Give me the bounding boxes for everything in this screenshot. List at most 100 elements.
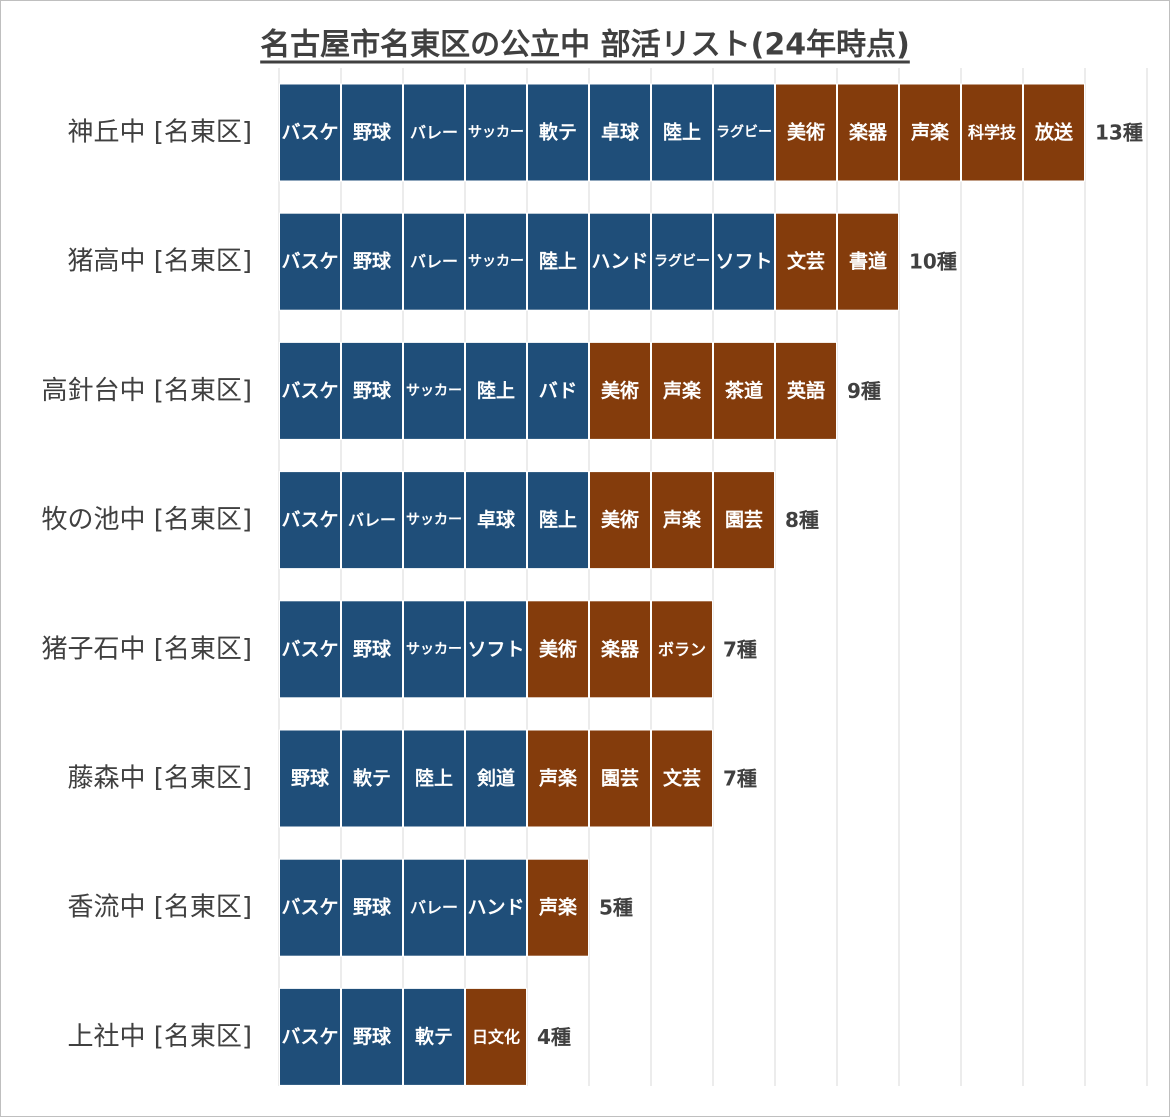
school-label: 神丘中 [名東区] [67,118,252,148]
club-label: 美術 [787,121,825,144]
club-cell [527,729,589,828]
club-cell [465,341,527,440]
club-cell [279,471,341,570]
club-cell [403,600,465,699]
club-cell [589,83,651,182]
club-label: バレー [348,511,396,530]
total-label: 7種 [723,767,757,791]
total-label: 10種 [909,250,957,274]
club-label: ラグビー [716,124,772,141]
club-label: サッカー [406,383,462,399]
club-label: ハンド [467,897,524,919]
club-cell [589,600,651,699]
club-cell [651,341,713,440]
club-cell [403,729,465,828]
club-cell [775,83,837,182]
club-label: 文芸 [787,250,825,273]
club-cell [341,83,403,182]
club-cell [403,471,465,570]
club-cell [837,212,899,311]
club-label: バレー [410,898,458,917]
club-label: ラグビー [654,253,710,270]
club-label: ソフト [715,251,772,273]
total-label: 13種 [1095,121,1143,145]
club-cell [403,858,465,957]
club-label: 美術 [539,637,577,660]
school-label: 香流中 [名東区] [67,893,252,923]
club-cell [589,729,651,828]
school-label: 藤森中 [名東区] [67,764,252,794]
club-label: 卓球 [477,508,516,531]
club-cell [713,212,775,311]
club-cell [341,987,403,1086]
club-cell [651,600,713,699]
club-label: ソフト [467,638,524,660]
club-cell [465,987,527,1086]
club-label: 声楽 [662,379,702,402]
club-label: バレー [410,252,458,271]
club-label: バスケ [281,122,338,144]
club-label: バレー [410,123,458,142]
club-label: 美術 [601,508,639,531]
club-cell [279,987,341,1086]
club-cell [341,858,403,957]
club-cell [527,212,589,311]
club-cell [527,83,589,182]
club-cell [651,471,713,570]
club-cell [465,83,527,182]
club-label: 陸上 [663,121,701,144]
club-cell [651,729,713,828]
club-label: 英語 [787,379,825,402]
club-cell [341,341,403,440]
club-cell [341,600,403,699]
club-label: バド [539,380,578,402]
club-label: 日文化 [472,1027,520,1046]
club-label: 園芸 [725,508,763,531]
club-label: 陸上 [415,767,453,790]
club-label: 軟テ [415,1025,453,1048]
club-label: ハンド [591,251,648,273]
club-cell [465,600,527,699]
club-cell [279,600,341,699]
club-label: サッカー [468,125,524,141]
club-cell [279,83,341,182]
club-label: 軟テ [539,121,577,144]
club-cell [279,341,341,440]
club-label: バスケ [281,638,338,660]
club-label: バスケ [281,509,338,531]
school-label: 猪高中 [名東区] [67,247,252,277]
total-label: 9種 [847,379,881,403]
club-label: 野球 [353,121,392,144]
club-cell [527,600,589,699]
club-label: 野球 [353,250,392,273]
school-label: 上社中 [名東区] [67,1022,252,1052]
club-label: 楽器 [601,637,640,660]
club-label: 陸上 [477,379,515,402]
club-label: 声楽 [538,767,578,790]
club-cell [403,987,465,1086]
club-label: 野球 [353,637,392,660]
club-label: サッカー [468,254,524,270]
club-label: 野球 [353,1025,392,1048]
club-cell [837,83,899,182]
club-label: 楽器 [849,121,888,144]
club-cell [775,341,837,440]
club-cell [465,471,527,570]
club-cell [775,212,837,311]
club-label: 声楽 [662,508,702,531]
club-label: 科学技 [968,123,1017,142]
club-cell [1023,83,1085,182]
club-label: 野球 [291,767,330,790]
club-cell [589,212,651,311]
club-cell [403,212,465,311]
club-cell [341,212,403,311]
club-label: 園芸 [601,767,639,790]
total-label: 4種 [537,1025,571,1049]
club-label: サッカー [406,641,462,657]
club-label: 書道 [849,250,887,273]
club-cell [403,83,465,182]
total-label: 7種 [723,637,757,661]
club-label: 声楽 [910,121,950,144]
club-label: ボラン [658,640,706,659]
